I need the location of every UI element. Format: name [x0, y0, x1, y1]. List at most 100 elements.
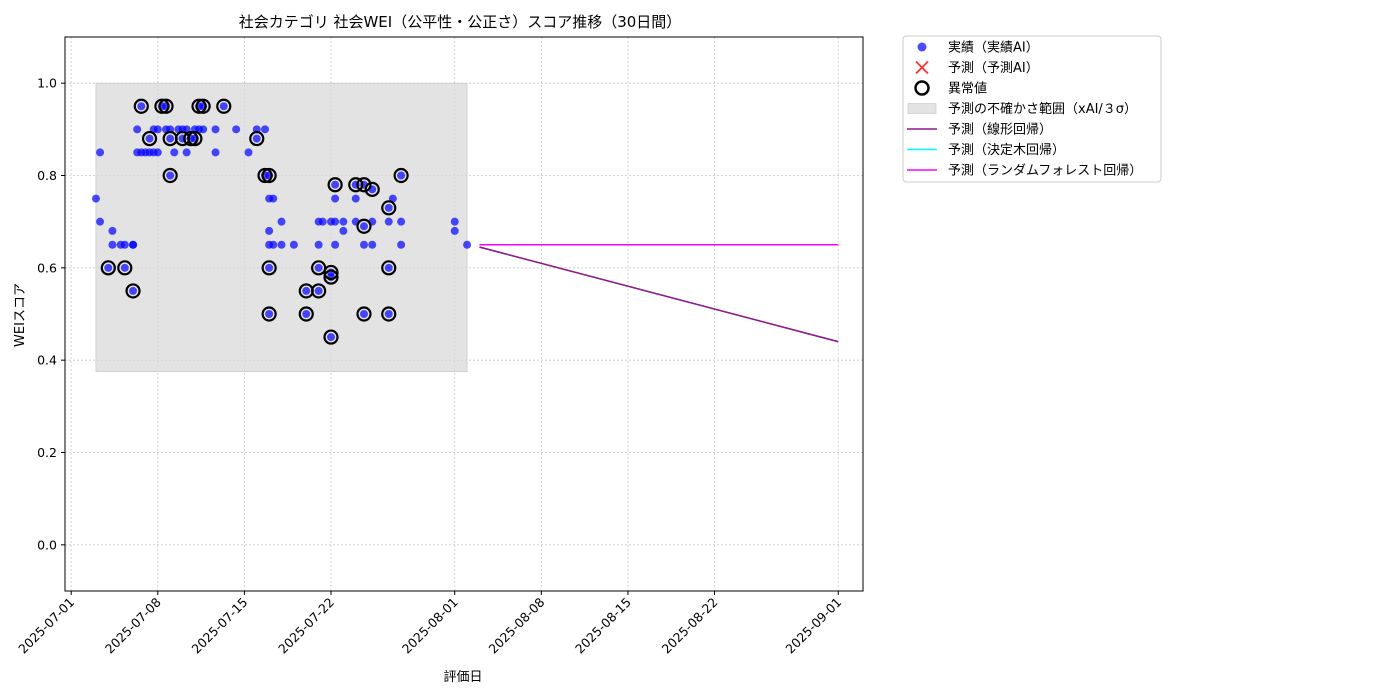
actual-point: [265, 263, 274, 272]
x-axis-label: 評価日: [443, 670, 482, 685]
actual-point: [314, 263, 323, 272]
actual-point: [129, 286, 138, 295]
actual-point: [104, 263, 113, 272]
x-tick-label: 2025-08-08: [485, 594, 547, 656]
outlier-marker: [381, 306, 397, 322]
outlier-marker: [100, 260, 116, 276]
outlier-marker: [323, 329, 339, 345]
actual-point: [182, 148, 191, 157]
actual-point: [331, 194, 340, 203]
outlier-marker: [162, 167, 178, 184]
legend-label: 予測（線形回帰）: [948, 122, 1052, 138]
outlier-marker: [348, 177, 364, 193]
x-tick-label: 2025-08-22: [659, 595, 721, 657]
actual-point: [120, 240, 129, 249]
actual-point: [368, 240, 377, 249]
actual-point: [166, 171, 175, 180]
outlier-marker: [298, 306, 314, 322]
actual-point: [153, 148, 162, 157]
outlier-marker: [133, 98, 149, 114]
actual-point: [244, 148, 253, 157]
actual-point: [129, 240, 138, 249]
legend-label: 予測（予測AI）: [948, 61, 1039, 76]
actual-point: [397, 240, 406, 249]
actual-point: [199, 125, 208, 134]
actual-point: [384, 217, 393, 226]
y-tick-label: 1.0: [37, 76, 57, 91]
actual-point: [331, 217, 340, 226]
actual-point: [211, 148, 220, 157]
actual-point: [302, 310, 311, 318]
y-tick-label: 0.8: [37, 168, 57, 183]
actual-point: [277, 217, 286, 226]
actual-point: [108, 240, 117, 249]
actual-point: [211, 125, 220, 134]
actual-point: [339, 226, 348, 235]
y-tick-label: 0.4: [37, 353, 57, 368]
y-tick-label: 0.6: [37, 260, 57, 275]
actual-point: [96, 217, 105, 226]
actual-point: [450, 217, 459, 226]
forecast-line: [479, 246, 839, 343]
legend-label: 予測（ランダムフォレスト回帰）: [948, 163, 1142, 179]
outlier-marker: [261, 306, 277, 322]
actual-point: [269, 194, 278, 203]
actual-point: [384, 203, 393, 212]
actual-point: [108, 226, 117, 235]
actual-point: [359, 310, 368, 318]
outlier-marker: [323, 269, 339, 285]
outlier-marker: [311, 283, 327, 299]
legend-label: 予測（決定木回帰）: [948, 142, 1065, 158]
x-tick-label: 2025-08-15: [572, 595, 634, 657]
outlier-marker: [187, 130, 203, 147]
outlier-marker: [191, 98, 207, 114]
outlier-marker: [125, 283, 141, 299]
actual-point: [166, 134, 175, 143]
actual-point: [261, 125, 270, 134]
y-tick-label: 0.2: [37, 445, 57, 460]
actual-point: [450, 226, 459, 235]
actual-point: [137, 102, 146, 111]
actual-point: [96, 148, 105, 157]
legend-label: 実績（実績AI）: [948, 40, 1039, 56]
x-tick-label: 2025-07-15: [189, 595, 251, 657]
actual-point: [463, 240, 472, 249]
outlier-marker: [356, 177, 372, 193]
y-tick-label: 0.0: [37, 537, 57, 552]
actual-point: [318, 217, 327, 226]
actual-point: [397, 171, 406, 180]
actual-point: [331, 180, 340, 189]
outlier-marker: [257, 167, 273, 184]
x-tick-label: 2025-07-22: [275, 595, 337, 657]
x-tick-label: 2025-07-01: [15, 595, 77, 657]
outlier-marker: [381, 260, 397, 276]
actual-point: [170, 148, 179, 157]
outlier-marker: [158, 98, 174, 114]
actual-point: [384, 263, 393, 272]
outlier-marker: [183, 130, 199, 147]
actual-point: [331, 240, 340, 249]
actual-point: [397, 217, 406, 226]
actual-point: [265, 226, 274, 235]
legend-label: 異常値: [948, 81, 987, 97]
actual-point: [120, 263, 129, 272]
outlier-marker: [154, 98, 170, 114]
x-tick-label: 2025-07-08: [102, 594, 164, 656]
chart-title: 社会カテゴリ 社会WEI（公平性・公正さ）スコア推移（30日間）: [239, 13, 682, 31]
actual-point: [153, 125, 162, 134]
actual-point: [351, 194, 360, 203]
outlier-marker: [364, 181, 380, 197]
legend-actual-marker: [917, 42, 927, 52]
actual-point: [314, 286, 323, 295]
outlier-marker: [249, 130, 265, 147]
actual-point: [277, 240, 286, 249]
actual-point: [252, 134, 261, 143]
actual-point: [339, 217, 348, 226]
outlier-marker: [393, 167, 409, 184]
outlier-marker: [356, 306, 372, 322]
actual-point: [314, 240, 323, 249]
actual-point: [145, 134, 154, 143]
actual-point: [232, 125, 241, 134]
